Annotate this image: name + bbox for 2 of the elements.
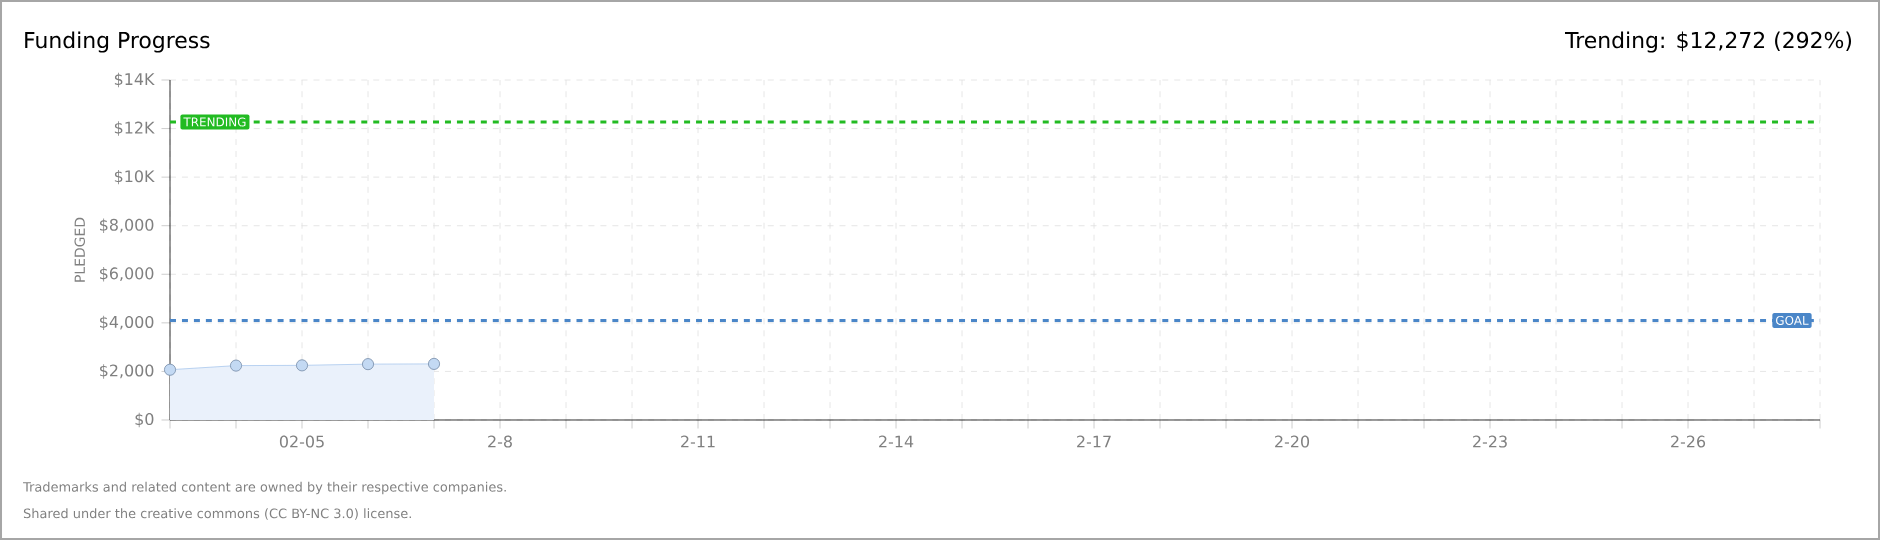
text: Trending: $12,272 (292%) [1564, 31, 1852, 53]
chart-title: Funding Progress [25, 31, 210, 53]
